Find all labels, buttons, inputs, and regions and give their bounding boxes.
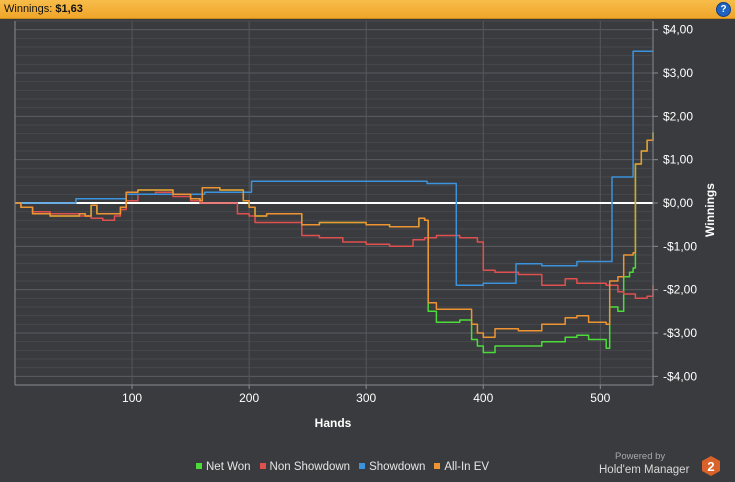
winnings-summary: Winnings: $1,63 [4, 3, 83, 15]
series-line-non-showdown [15, 191, 654, 300]
title-bar: Winnings: $1,63 ? [0, 0, 735, 19]
help-icon[interactable]: ? [716, 2, 731, 17]
y-tick-label: -$2,00 [663, 283, 697, 297]
powered-by-label: Powered by [615, 451, 666, 462]
winnings-label: Winnings: [4, 3, 53, 15]
y-tick-label: $1,00 [663, 153, 693, 167]
y-axis-label: Winnings [703, 183, 717, 237]
x-tick-labels: 100 200 300 400 500 [122, 391, 611, 405]
legend-item-non-showdown[interactable]: Non Showdown [259, 461, 351, 473]
y-tick-label: -$3,00 [663, 326, 697, 340]
x-tick-label: 400 [473, 391, 493, 405]
series-line-all-in-ev [15, 132, 654, 339]
x-tick-label: 200 [239, 391, 259, 405]
y-tick-label: $2,00 [663, 109, 693, 123]
x-axis-label: Hands [315, 416, 352, 430]
legend-label: Non Showdown [269, 461, 351, 473]
chart-axes [14, 21, 658, 389]
holdem-manager-logo-icon: 2 [702, 456, 720, 476]
y-tick-label: $0,00 [663, 196, 693, 210]
legend-label: Showdown [369, 461, 426, 473]
legend-swatch [359, 463, 366, 469]
series-line-showdown [15, 50, 653, 287]
x-tick-label: 300 [356, 391, 376, 405]
legend-item-showdown[interactable]: Showdown [359, 461, 425, 473]
legend-label: All-In EV [444, 461, 490, 473]
y-tick-label: $3,00 [663, 66, 693, 80]
legend-swatch [196, 463, 202, 469]
legend-swatch [434, 463, 441, 469]
winnings-value: $1,63 [55, 3, 83, 15]
y-tick-label: -$4,00 [663, 369, 697, 383]
legend-item-allin-ev[interactable]: All-In EV [434, 461, 489, 473]
chart-legend: Net Won Non Showdown Showdown All-In EV [196, 461, 498, 473]
y-tick-labels: $4,00 $3,00 $2,00 $1,00 $0,00 -$1,00 -$2,00 -$3… [663, 23, 697, 384]
x-tick-label: 500 [590, 391, 610, 405]
y-tick-label: $4,00 [663, 23, 693, 37]
winnings-chart: 100 200 300 400 500 $4,00 $3,00 $2,00 $1,00 $0,0… [14, 20, 717, 430]
legend-item-net-won[interactable]: Net Won [196, 461, 251, 473]
legend-swatch [259, 463, 266, 469]
series-lines [15, 50, 654, 354]
y-tick-label: -$1,00 [663, 239, 697, 253]
legend-label: Net Won [206, 461, 251, 473]
logo-digit: 2 [707, 459, 714, 474]
brand-name: Hold'em Manager [599, 464, 690, 476]
x-tick-label: 100 [122, 391, 142, 405]
